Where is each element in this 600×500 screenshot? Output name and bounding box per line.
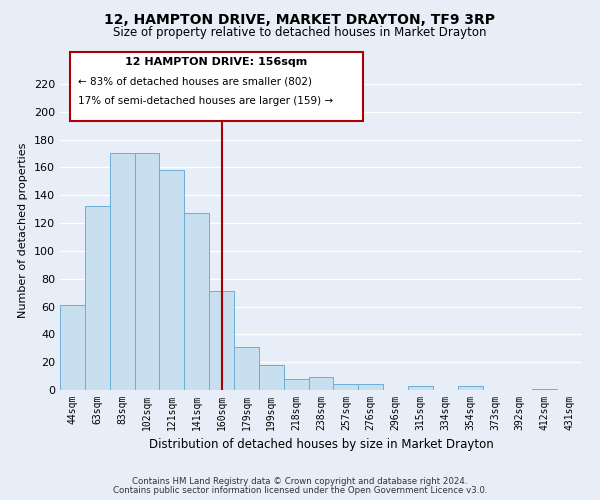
Bar xyxy=(458,386,482,390)
Text: ← 83% of detached houses are smaller (802): ← 83% of detached houses are smaller (80… xyxy=(78,76,312,86)
Text: 12, HAMPTON DRIVE, MARKET DRAYTON, TF9 3RP: 12, HAMPTON DRIVE, MARKET DRAYTON, TF9 3… xyxy=(104,12,496,26)
X-axis label: Distribution of detached houses by size in Market Drayton: Distribution of detached houses by size … xyxy=(149,438,493,452)
Text: Contains public sector information licensed under the Open Government Licence v3: Contains public sector information licen… xyxy=(113,486,487,495)
Bar xyxy=(234,347,259,390)
Bar xyxy=(85,206,110,390)
Text: Contains HM Land Registry data © Crown copyright and database right 2024.: Contains HM Land Registry data © Crown c… xyxy=(132,477,468,486)
Bar xyxy=(184,214,209,390)
Bar xyxy=(134,154,160,390)
Text: Size of property relative to detached houses in Market Drayton: Size of property relative to detached ho… xyxy=(113,26,487,39)
Text: 17% of semi-detached houses are larger (159) →: 17% of semi-detached houses are larger (… xyxy=(78,96,334,106)
Bar xyxy=(334,384,358,390)
Bar xyxy=(358,384,383,390)
Bar xyxy=(408,386,433,390)
Bar xyxy=(284,379,308,390)
FancyBboxPatch shape xyxy=(70,52,363,121)
Bar xyxy=(160,170,184,390)
Bar xyxy=(209,291,234,390)
Bar xyxy=(259,365,284,390)
Y-axis label: Number of detached properties: Number of detached properties xyxy=(19,142,28,318)
Bar xyxy=(308,378,334,390)
Bar xyxy=(60,305,85,390)
Bar xyxy=(532,388,557,390)
Text: 12 HAMPTON DRIVE: 156sqm: 12 HAMPTON DRIVE: 156sqm xyxy=(125,57,308,67)
Bar xyxy=(110,154,134,390)
